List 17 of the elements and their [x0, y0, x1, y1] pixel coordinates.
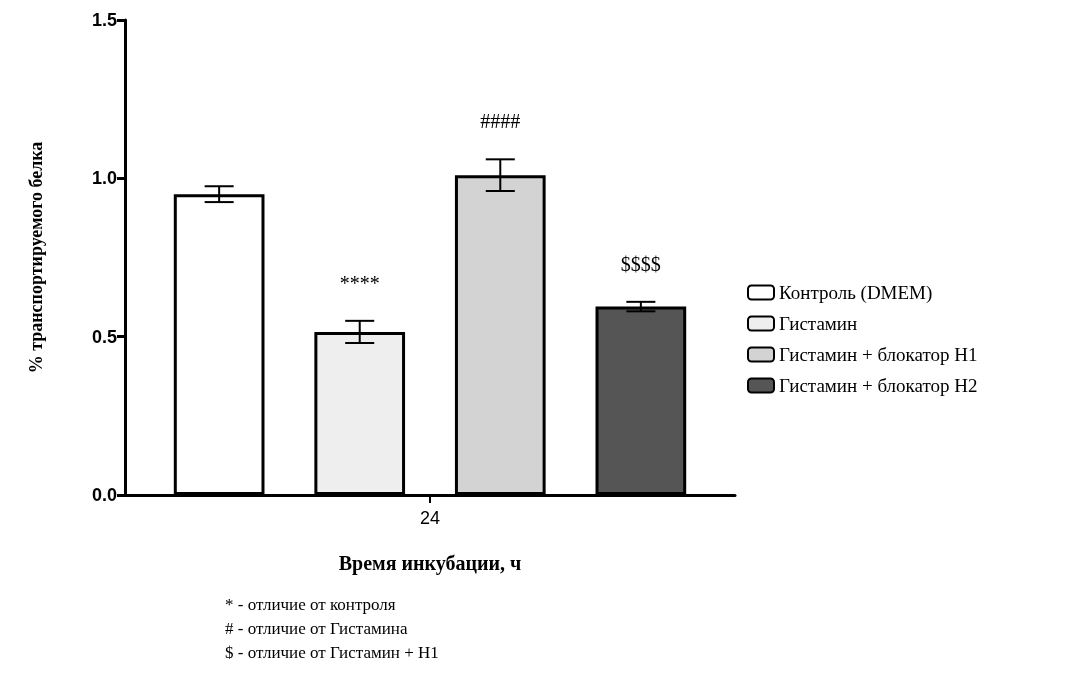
y-tick-label: 0.5: [91, 326, 117, 347]
x-tick-label: 24: [419, 508, 441, 528]
legend-label: Гистамин + блокатор Н1: [779, 344, 978, 365]
y-tick-label: 1.5: [91, 10, 117, 30]
text: # - отличие от Гистамина: [225, 619, 408, 638]
y-axis-title: % транспортируемого белка: [26, 141, 46, 374]
text: * - отличие от контроля: [225, 595, 396, 614]
y-tick-label: 1.0: [91, 168, 117, 189]
text: $ - отличие от Гистамин + Н1: [225, 643, 439, 662]
legend-label: Гистамин: [779, 313, 858, 334]
legend-label: Контроль (DMEM): [779, 282, 933, 304]
x-axis-title: Время инкубации, ч: [338, 552, 522, 575]
data-label: ####: [480, 110, 521, 133]
data-label: ****: [339, 271, 380, 294]
legend-label: Гистамин + блокатор Н2: [779, 375, 978, 396]
y-tick-label: 0.0: [91, 485, 117, 505]
data-label: $$$$: [620, 252, 661, 275]
